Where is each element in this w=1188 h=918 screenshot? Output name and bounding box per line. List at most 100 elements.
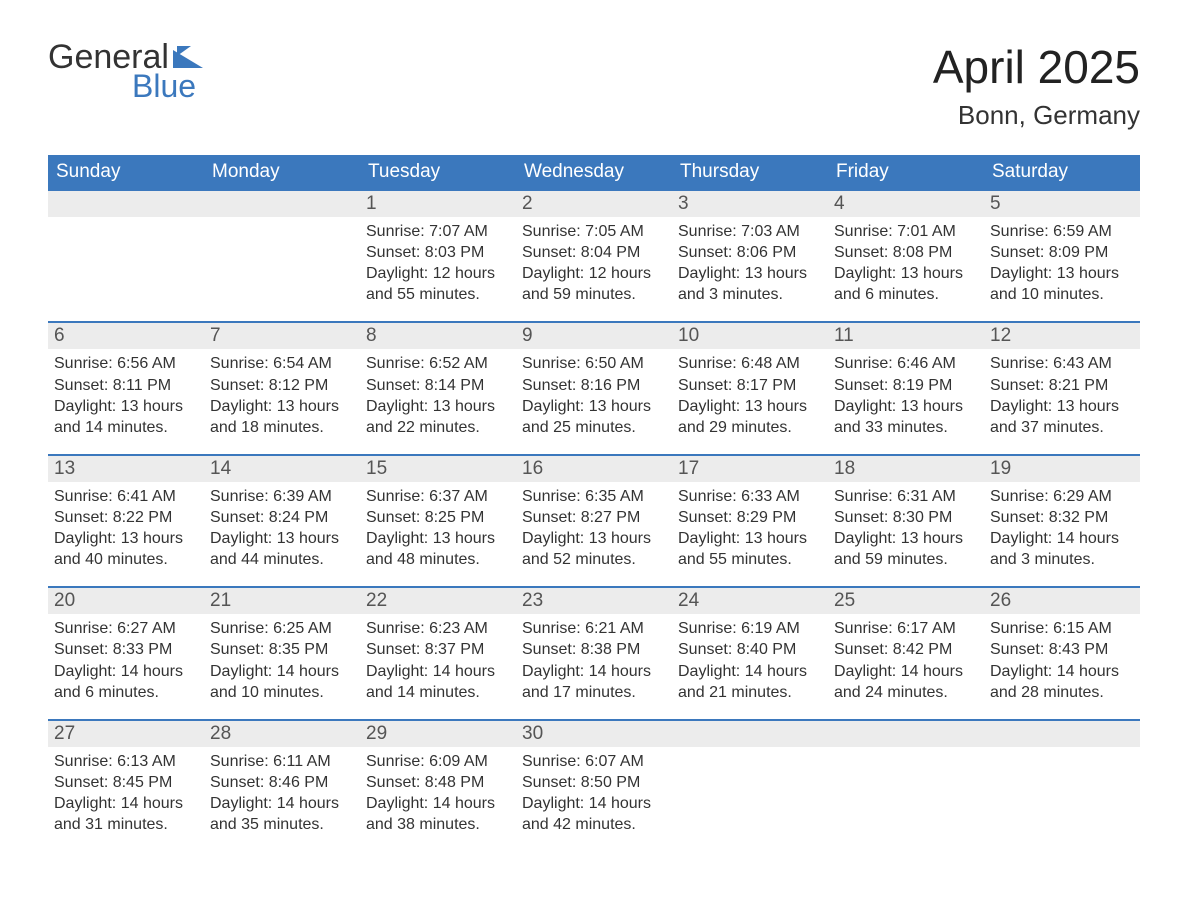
- day-number: 7: [210, 325, 221, 346]
- day-body: Sunrise: 6:25 AMSunset: 8:35 PMDaylight:…: [204, 614, 360, 702]
- day-body: Sunrise: 6:41 AMSunset: 8:22 PMDaylight:…: [48, 482, 204, 570]
- day-body: Sunrise: 6:37 AMSunset: 8:25 PMDaylight:…: [360, 482, 516, 570]
- day-cell: [204, 191, 360, 321]
- location: Bonn, Germany: [933, 100, 1140, 131]
- month-title: April 2025: [933, 40, 1140, 94]
- day-cell: 12 Sunrise: 6:43 AMSunset: 8:21 PMDayligh…: [984, 323, 1140, 453]
- header: General Blue April 2025 Bonn, Germany: [48, 40, 1140, 131]
- day-cell: 27Sunrise: 6:13 AMSunset: 8:45 PMDayligh…: [48, 721, 204, 851]
- day-number: 28: [210, 723, 231, 744]
- day-cell: 29Sunrise: 6:09 AMSunset: 8:48 PMDayligh…: [360, 721, 516, 851]
- day-body: Sunrise: 6:48 AMSunset: 8:17 PMDaylight:…: [672, 349, 828, 437]
- day-body: Sunrise: 6:54 AMSunset: 8:12 PMDaylight:…: [204, 349, 360, 437]
- sunrise-text: Sunrise: 6:15 AM: [990, 618, 1134, 639]
- sunrise-text: Sunrise: 6:11 AM: [210, 751, 354, 772]
- day-number: 14: [210, 458, 231, 479]
- day-cell: 21Sunrise: 6:25 AMSunset: 8:35 PMDayligh…: [204, 588, 360, 718]
- sunset-text: Sunset: 8:29 PM: [678, 507, 822, 528]
- day-cell: 25Sunrise: 6:17 AMSunset: 8:42 PMDayligh…: [828, 588, 984, 718]
- day-number-row: 28: [204, 721, 360, 747]
- day-number-row: 12: [984, 323, 1140, 349]
- sunrise-text: Sunrise: 6:46 AM: [834, 353, 978, 374]
- day-body: Sunrise: 6:27 AMSunset: 8:33 PMDaylight:…: [48, 614, 204, 702]
- weekday-header: Sunday: [48, 155, 204, 189]
- day-number-row: 7: [204, 323, 360, 349]
- sunset-text: Sunset: 8:16 PM: [522, 375, 666, 396]
- daylight-text: Daylight: 14 hours and 10 minutes.: [210, 661, 354, 703]
- daylight-text: Daylight: 13 hours and 40 minutes.: [54, 528, 198, 570]
- day-number-row: 1: [360, 191, 516, 217]
- sunset-text: Sunset: 8:03 PM: [366, 242, 510, 263]
- sunset-text: Sunset: 8:37 PM: [366, 639, 510, 660]
- day-number: 13: [54, 458, 75, 479]
- day-number-row: 11: [828, 323, 984, 349]
- day-number: 1: [366, 193, 377, 214]
- logo: General Blue: [48, 40, 203, 102]
- sunrise-text: Sunrise: 6:52 AM: [366, 353, 510, 374]
- day-number-row: 19: [984, 456, 1140, 482]
- day-cell: 18Sunrise: 6:31 AMSunset: 8:30 PMDayligh…: [828, 456, 984, 586]
- sunrise-text: Sunrise: 6:39 AM: [210, 486, 354, 507]
- daylight-text: Daylight: 13 hours and 3 minutes.: [678, 263, 822, 305]
- day-body: Sunrise: 6:29 AMSunset: 8:32 PMDaylight:…: [984, 482, 1140, 570]
- day-number-row: 18: [828, 456, 984, 482]
- weekday-header: Monday: [204, 155, 360, 189]
- sunrise-text: Sunrise: 7:07 AM: [366, 221, 510, 242]
- weekday-header-row: SundayMondayTuesdayWednesdayThursdayFrid…: [48, 155, 1140, 189]
- day-body: Sunrise: 6:07 AMSunset: 8:50 PMDaylight:…: [516, 747, 672, 835]
- sunrise-text: Sunrise: 7:03 AM: [678, 221, 822, 242]
- sunset-text: Sunset: 8:38 PM: [522, 639, 666, 660]
- day-body: Sunrise: 6:43 AMSunset: 8:21 PMDaylight:…: [984, 349, 1140, 437]
- day-cell: 23Sunrise: 6:21 AMSunset: 8:38 PMDayligh…: [516, 588, 672, 718]
- day-body: Sunrise: 6:59 AMSunset: 8:09 PMDaylight:…: [984, 217, 1140, 305]
- sunset-text: Sunset: 8:43 PM: [990, 639, 1134, 660]
- day-number-row: 26: [984, 588, 1140, 614]
- sunset-text: Sunset: 8:45 PM: [54, 772, 198, 793]
- day-cell: 19Sunrise: 6:29 AMSunset: 8:32 PMDayligh…: [984, 456, 1140, 586]
- sunrise-text: Sunrise: 6:25 AM: [210, 618, 354, 639]
- day-body: Sunrise: 6:46 AMSunset: 8:19 PMDaylight:…: [828, 349, 984, 437]
- day-body: Sunrise: 7:05 AMSunset: 8:04 PMDaylight:…: [516, 217, 672, 305]
- sunset-text: Sunset: 8:30 PM: [834, 507, 978, 528]
- day-number: 2: [522, 193, 533, 214]
- day-number: 12: [990, 325, 1011, 346]
- day-cell: 10Sunrise: 6:48 AMSunset: 8:17 PMDayligh…: [672, 323, 828, 453]
- daylight-text: Daylight: 14 hours and 28 minutes.: [990, 661, 1134, 703]
- daylight-text: Daylight: 13 hours and 14 minutes.: [54, 396, 198, 438]
- day-cell: 24Sunrise: 6:19 AMSunset: 8:40 PMDayligh…: [672, 588, 828, 718]
- daylight-text: Daylight: 13 hours and 6 minutes.: [834, 263, 978, 305]
- day-number-row: 10: [672, 323, 828, 349]
- sunrise-text: Sunrise: 6:56 AM: [54, 353, 198, 374]
- sunset-text: Sunset: 8:50 PM: [522, 772, 666, 793]
- day-number: 11: [834, 325, 854, 346]
- day-body: Sunrise: 6:52 AMSunset: 8:14 PMDaylight:…: [360, 349, 516, 437]
- daylight-text: Daylight: 14 hours and 24 minutes.: [834, 661, 978, 703]
- day-number-row: 16: [516, 456, 672, 482]
- day-number-row: [672, 721, 828, 747]
- day-number-row: 30: [516, 721, 672, 747]
- day-cell: 8Sunrise: 6:52 AMSunset: 8:14 PMDaylight…: [360, 323, 516, 453]
- day-number: 29: [366, 723, 387, 744]
- sunrise-text: Sunrise: 7:01 AM: [834, 221, 978, 242]
- day-number-row: 2: [516, 191, 672, 217]
- day-number-row: 27: [48, 721, 204, 747]
- sunset-text: Sunset: 8:09 PM: [990, 242, 1134, 263]
- day-body: Sunrise: 7:03 AMSunset: 8:06 PMDaylight:…: [672, 217, 828, 305]
- day-cell: 17Sunrise: 6:33 AMSunset: 8:29 PMDayligh…: [672, 456, 828, 586]
- day-cell: 26 Sunrise: 6:15 AMSunset: 8:43 PMDayligh…: [984, 588, 1140, 718]
- day-number: 24: [678, 590, 699, 611]
- day-cell: 15Sunrise: 6:37 AMSunset: 8:25 PMDayligh…: [360, 456, 516, 586]
- day-cell: [672, 721, 828, 851]
- day-number-row: 29: [360, 721, 516, 747]
- weekday-header: Wednesday: [516, 155, 672, 189]
- day-number-row: 15: [360, 456, 516, 482]
- daylight-text: Daylight: 13 hours and 10 minutes.: [990, 263, 1134, 305]
- day-cell: 22Sunrise: 6:23 AMSunset: 8:37 PMDayligh…: [360, 588, 516, 718]
- day-cell: [828, 721, 984, 851]
- day-number-row: 14: [204, 456, 360, 482]
- daylight-text: Daylight: 13 hours and 22 minutes.: [366, 396, 510, 438]
- day-body: Sunrise: 7:07 AMSunset: 8:03 PMDaylight:…: [360, 217, 516, 305]
- sunrise-text: Sunrise: 6:33 AM: [678, 486, 822, 507]
- day-number-row: 23: [516, 588, 672, 614]
- day-number-row: 4: [828, 191, 984, 217]
